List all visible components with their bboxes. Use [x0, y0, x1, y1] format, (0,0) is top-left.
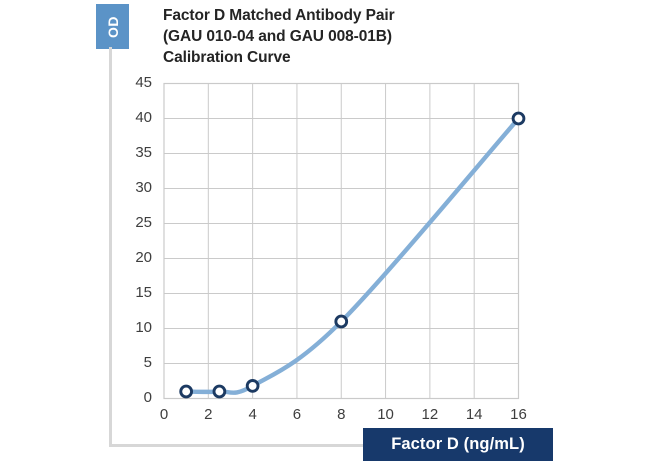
x-tick-label: 8	[337, 406, 345, 423]
x-tick-label: 12	[422, 406, 439, 423]
x-tick-label: 0	[160, 406, 168, 423]
y-axis-label-box: OD	[96, 4, 129, 49]
data-point-marker	[511, 111, 526, 126]
calibration-curve-line	[183, 116, 521, 395]
y-tick-label: 25	[135, 214, 152, 231]
y-tick-label: 40	[135, 109, 152, 126]
y-tick-label: 10	[135, 319, 152, 336]
y-tick-label: 5	[144, 354, 152, 371]
x-tick-label: 16	[510, 406, 527, 423]
y-tick-label: 0	[144, 389, 152, 406]
frame-vertical-line	[109, 47, 112, 447]
x-tick-label: 6	[293, 406, 301, 423]
plot-border	[163, 82, 520, 400]
data-point-marker	[179, 384, 194, 399]
chart-title-line2: (GAU 010-04 and GAU 008-01B)	[163, 28, 392, 45]
x-tick-label: 4	[248, 406, 256, 423]
x-tick-label: 10	[377, 406, 394, 423]
chart-title: Factor D Matched Antibody Pair (GAU 010-…	[163, 5, 395, 68]
data-point-marker	[245, 379, 260, 393]
x-tick-label: 14	[466, 406, 483, 423]
y-tick-label: 45	[135, 74, 152, 91]
x-tick-label: 2	[204, 406, 212, 423]
x-axis-label: Factor D (ng/mL)	[391, 435, 525, 453]
y-tick-label: 35	[135, 144, 152, 161]
chart-title-line3: Calibration Curve	[163, 49, 291, 66]
chart-title-line1: Factor D Matched Antibody Pair	[163, 7, 395, 24]
y-tick-label: 20	[135, 249, 152, 266]
y-tick-label: 15	[135, 284, 152, 301]
data-point-marker	[212, 384, 227, 399]
x-axis-label-box: Factor D (ng/mL)	[363, 428, 553, 461]
data-point-marker	[334, 314, 349, 329]
frame-horizontal-line	[109, 444, 363, 447]
y-tick-label: 30	[135, 179, 152, 196]
